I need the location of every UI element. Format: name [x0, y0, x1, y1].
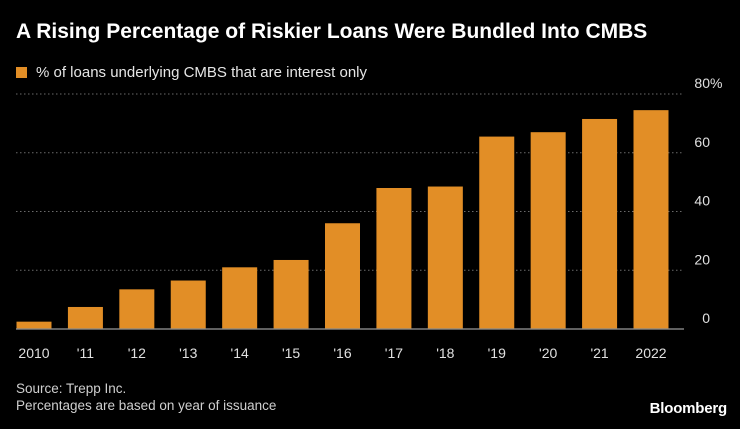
bloomberg-logo: Bloomberg: [649, 400, 728, 417]
chart-title: A Rising Percentage of Riskier Loans Wer…: [16, 20, 648, 43]
y-tick-label: 0: [702, 310, 710, 326]
x-tick-label: '15: [282, 345, 300, 361]
legend-label: % of loans underlying CMBS that are inte…: [36, 64, 368, 81]
bar: [376, 188, 412, 329]
x-tick-label: '21: [590, 345, 608, 361]
bar: [273, 259, 309, 329]
bar: [222, 267, 258, 329]
y-tick-label: 80: [694, 75, 710, 91]
x-tick-label: '12: [128, 345, 146, 361]
x-tick-label: '13: [179, 345, 197, 361]
bar: [67, 306, 103, 329]
bar: [16, 321, 52, 329]
y-unit-label: %: [710, 75, 722, 91]
x-tick-label: '14: [231, 345, 249, 361]
x-tick-label: '17: [385, 345, 403, 361]
legend-swatch: [16, 67, 27, 78]
bar: [633, 110, 669, 329]
bar: [479, 136, 515, 329]
source-line: Source: Trepp Inc.: [16, 381, 127, 396]
x-tick-label: '16: [333, 345, 351, 361]
x-tick-label: 2022: [635, 345, 666, 361]
bar: [170, 280, 206, 329]
y-tick-label: 60: [694, 134, 710, 150]
footnote-line: Percentages are based on year of issuanc…: [16, 398, 277, 413]
x-tick-label: '20: [539, 345, 557, 361]
bar: [119, 289, 155, 329]
y-tick-label: 40: [694, 193, 710, 209]
y-tick-label: 20: [694, 251, 710, 267]
source-note: Source: Trepp Inc. Percentages are based…: [16, 380, 276, 414]
legend: % of loans underlying CMBS that are inte…: [16, 64, 367, 81]
x-tick-label: 2010: [18, 345, 49, 361]
bar: [325, 223, 360, 329]
x-tick-label: '11: [77, 345, 94, 361]
bar: [427, 186, 463, 329]
x-tick-label: '18: [436, 345, 454, 361]
x-tick-label: '19: [488, 345, 506, 361]
bar: [582, 118, 618, 329]
bar: [530, 132, 566, 329]
